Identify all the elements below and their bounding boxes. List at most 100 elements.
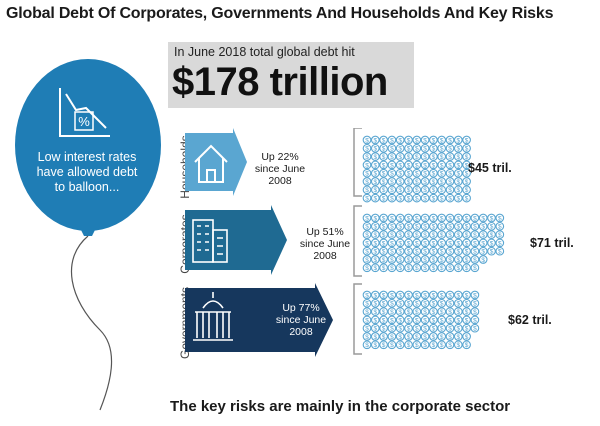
dollar-coin-icon: $: [437, 160, 447, 169]
svg-text:$: $: [390, 171, 394, 178]
svg-text:$: $: [373, 342, 377, 349]
dollar-coin-icon: $: [429, 298, 438, 308]
svg-text:$: $: [440, 292, 444, 299]
dollar-coin-icon: $: [404, 221, 413, 231]
dollar-coin-icon: $: [379, 213, 388, 222]
svg-text:$: $: [423, 309, 427, 316]
dollar-coin-icon: $: [404, 193, 413, 203]
dollar-coin-icon: $: [379, 152, 388, 161]
dollar-coin-icon: $: [470, 246, 480, 256]
dollar-coin-icon: $: [362, 307, 372, 316]
dollar-coin-icon: $: [453, 230, 463, 239]
dollar-coin-icon: $: [470, 323, 480, 333]
svg-text:$: $: [432, 257, 436, 264]
dollar-coin-icon: $: [437, 185, 447, 194]
dollar-coin-icon: $: [370, 193, 380, 203]
svg-text:$: $: [448, 162, 452, 169]
svg-text:$: $: [365, 265, 369, 272]
dollar-coin-icon: $: [404, 230, 413, 239]
dollar-coin-icon: $: [370, 263, 380, 272]
dollar-coin-icon: $: [453, 307, 463, 316]
svg-text:$: $: [456, 334, 460, 341]
svg-text:$: $: [373, 179, 377, 186]
svg-text:$: $: [423, 240, 427, 247]
svg-text:$: $: [390, 334, 394, 341]
svg-text:$: $: [456, 249, 460, 256]
svg-text:$: $: [398, 179, 402, 186]
dollar-coin-icon: $: [429, 340, 438, 349]
dollar-coin-icon: $: [362, 213, 372, 222]
svg-text:$: $: [390, 326, 394, 333]
svg-text:$: $: [473, 249, 477, 256]
dollar-coin-icon: $: [395, 290, 405, 299]
svg-text:$: $: [415, 301, 419, 308]
svg-text:$: $: [440, 326, 444, 333]
dollar-coin-icon: $: [387, 177, 397, 186]
svg-text:$: $: [448, 215, 452, 222]
svg-text:$: $: [382, 292, 386, 299]
svg-text:$: $: [398, 342, 402, 349]
svg-text:$: $: [382, 317, 386, 324]
dollar-coin-icon: $: [453, 340, 463, 349]
svg-text:$: $: [432, 179, 436, 186]
svg-text:$: $: [407, 342, 411, 349]
svg-text:$: $: [440, 334, 444, 341]
svg-text:$: $: [407, 137, 411, 144]
dollar-coin-icon: $: [437, 230, 447, 239]
svg-text:$: $: [456, 187, 460, 194]
svg-text:$: $: [373, 215, 377, 222]
svg-text:$: $: [456, 224, 460, 231]
svg-text:$: $: [423, 317, 427, 324]
svg-text:$: $: [373, 146, 377, 153]
svg-text:$: $: [365, 146, 369, 153]
capitol-building-icon: [193, 292, 233, 341]
svg-text:$: $: [398, 309, 402, 316]
dollar-coin-icon: $: [387, 290, 397, 299]
dollar-coin-icon: $: [370, 230, 380, 239]
svg-text:$: $: [398, 326, 402, 333]
dollar-coin-icon: $: [445, 152, 455, 161]
dollar-coin-icon: $: [362, 263, 372, 272]
svg-text:$: $: [481, 240, 485, 247]
dollar-coin-icon: $: [404, 255, 413, 264]
dollar-coin-icon: $: [429, 323, 438, 333]
svg-text:$: $: [382, 309, 386, 316]
dollar-coin-icon: $: [387, 332, 397, 341]
svg-text:$: $: [407, 162, 411, 169]
dollar-coin-icon: $: [495, 238, 505, 247]
svg-text:$: $: [365, 301, 369, 308]
governments-arrow: [185, 283, 333, 357]
svg-text:$: $: [440, 215, 444, 222]
svg-text:$: $: [432, 215, 436, 222]
dollar-coin-icon: $: [445, 315, 455, 324]
svg-text:$: $: [465, 240, 469, 247]
svg-text:$: $: [473, 326, 477, 333]
dollar-coin-icon: $: [445, 238, 455, 247]
dollar-coin-icon: $: [470, 307, 480, 316]
dollar-coin-icon: $: [462, 332, 471, 341]
svg-text:$: $: [382, 215, 386, 222]
svg-text:$: $: [390, 224, 394, 231]
dollar-coin-icon: $: [387, 315, 397, 324]
svg-text:$: $: [398, 292, 402, 299]
svg-text:$: $: [373, 137, 377, 144]
dollar-coin-icon: $: [445, 193, 455, 203]
dollar-coin-icon: $: [362, 143, 372, 153]
svg-text:$: $: [415, 265, 419, 272]
dollar-coin-icon: $: [379, 193, 388, 203]
dollar-coin-icon: $: [379, 221, 388, 231]
svg-text:$: $: [465, 162, 469, 169]
svg-text:$: $: [456, 154, 460, 161]
infographic-title: Global Debt Of Corporates, Governments A…: [6, 5, 554, 22]
svg-text:$: $: [382, 334, 386, 341]
dollar-coin-icon: $: [470, 221, 480, 231]
dollar-coin-icon: $: [445, 135, 455, 144]
dollar-coin-icon: $: [379, 307, 388, 316]
svg-text:$: $: [448, 171, 452, 178]
svg-text:$: $: [398, 146, 402, 153]
svg-text:$: $: [365, 309, 369, 316]
svg-text:$: $: [398, 137, 402, 144]
dollar-coin-icon: $: [412, 168, 422, 178]
dollar-coin-icon: $: [370, 290, 380, 299]
dollar-coin-icon: $: [445, 213, 455, 222]
